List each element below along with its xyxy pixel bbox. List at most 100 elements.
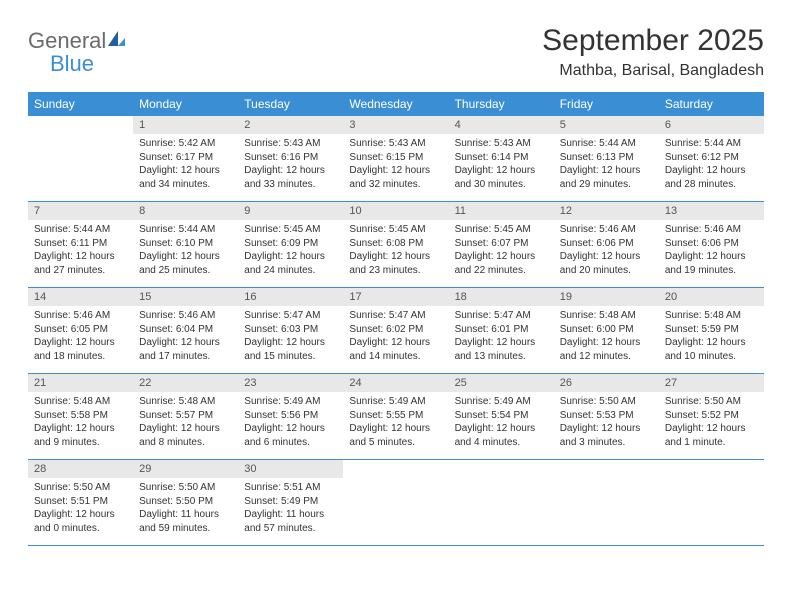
calendar-day: 16Sunrise: 5:47 AMSunset: 6:03 PMDayligh… xyxy=(238,288,343,374)
daylight: Daylight: 12 hours and 20 minutes. xyxy=(560,250,653,277)
calendar-day: 8Sunrise: 5:44 AMSunset: 6:10 PMDaylight… xyxy=(133,202,238,288)
calendar-day: 15Sunrise: 5:46 AMSunset: 6:04 PMDayligh… xyxy=(133,288,238,374)
day-content: Sunrise: 5:47 AMSunset: 6:02 PMDaylight:… xyxy=(343,306,448,373)
sunrise: Sunrise: 5:44 AM xyxy=(665,137,758,151)
sunrise: Sunrise: 5:47 AM xyxy=(349,309,442,323)
daylight: Daylight: 12 hours and 32 minutes. xyxy=(349,164,442,191)
sunset: Sunset: 6:11 PM xyxy=(34,237,127,251)
daylight: Daylight: 12 hours and 14 minutes. xyxy=(349,336,442,363)
sunset: Sunset: 6:16 PM xyxy=(244,151,337,165)
sunrise: Sunrise: 5:43 AM xyxy=(455,137,548,151)
day-number xyxy=(554,460,659,478)
calendar-day: 3Sunrise: 5:43 AMSunset: 6:15 PMDaylight… xyxy=(343,116,448,202)
daylight: Daylight: 12 hours and 25 minutes. xyxy=(139,250,232,277)
day-content: Sunrise: 5:44 AMSunset: 6:11 PMDaylight:… xyxy=(28,220,133,287)
calendar-head: SundayMondayTuesdayWednesdayThursdayFrid… xyxy=(28,92,764,116)
calendar-day: 23Sunrise: 5:49 AMSunset: 5:56 PMDayligh… xyxy=(238,374,343,460)
sunrise: Sunrise: 5:45 AM xyxy=(455,223,548,237)
daylight: Daylight: 12 hours and 24 minutes. xyxy=(244,250,337,277)
sunset: Sunset: 6:00 PM xyxy=(560,323,653,337)
day-number: 18 xyxy=(449,288,554,306)
daylight: Daylight: 12 hours and 18 minutes. xyxy=(34,336,127,363)
day-number: 1 xyxy=(133,116,238,134)
day-content xyxy=(659,478,764,538)
day-number: 6 xyxy=(659,116,764,134)
sunrise: Sunrise: 5:49 AM xyxy=(244,395,337,409)
day-content: Sunrise: 5:44 AMSunset: 6:12 PMDaylight:… xyxy=(659,134,764,201)
day-content: Sunrise: 5:45 AMSunset: 6:07 PMDaylight:… xyxy=(449,220,554,287)
day-number: 29 xyxy=(133,460,238,478)
calendar-week: 1Sunrise: 5:42 AMSunset: 6:17 PMDaylight… xyxy=(28,116,764,202)
month-title: September 2025 xyxy=(542,24,764,58)
day-content: Sunrise: 5:48 AMSunset: 5:59 PMDaylight:… xyxy=(659,306,764,373)
header: General Blue September 2025 Mathba, Bari… xyxy=(28,24,764,80)
sunset: Sunset: 6:09 PM xyxy=(244,237,337,251)
sunrise: Sunrise: 5:43 AM xyxy=(349,137,442,151)
calendar-day: 26Sunrise: 5:50 AMSunset: 5:53 PMDayligh… xyxy=(554,374,659,460)
sunrise: Sunrise: 5:47 AM xyxy=(455,309,548,323)
day-content: Sunrise: 5:44 AMSunset: 6:10 PMDaylight:… xyxy=(133,220,238,287)
day-content: Sunrise: 5:50 AMSunset: 5:51 PMDaylight:… xyxy=(28,478,133,545)
day-number xyxy=(659,460,764,478)
sunrise: Sunrise: 5:47 AM xyxy=(244,309,337,323)
sunrise: Sunrise: 5:49 AM xyxy=(455,395,548,409)
sunrise: Sunrise: 5:49 AM xyxy=(349,395,442,409)
sunset: Sunset: 5:59 PM xyxy=(665,323,758,337)
sunset: Sunset: 6:05 PM xyxy=(34,323,127,337)
sunset: Sunset: 6:10 PM xyxy=(139,237,232,251)
calendar-day: 30Sunrise: 5:51 AMSunset: 5:49 PMDayligh… xyxy=(238,460,343,546)
calendar-day: 28Sunrise: 5:50 AMSunset: 5:51 PMDayligh… xyxy=(28,460,133,546)
daylight: Daylight: 12 hours and 4 minutes. xyxy=(455,422,548,449)
weekday-header: Sunday xyxy=(28,92,133,116)
sunset: Sunset: 6:02 PM xyxy=(349,323,442,337)
day-content xyxy=(554,478,659,538)
day-number: 2 xyxy=(238,116,343,134)
calendar-day: 25Sunrise: 5:49 AMSunset: 5:54 PMDayligh… xyxy=(449,374,554,460)
sunrise: Sunrise: 5:50 AM xyxy=(139,481,232,495)
day-content: Sunrise: 5:43 AMSunset: 6:16 PMDaylight:… xyxy=(238,134,343,201)
sunset: Sunset: 5:50 PM xyxy=(139,495,232,509)
day-content: Sunrise: 5:50 AMSunset: 5:52 PMDaylight:… xyxy=(659,392,764,459)
sunrise: Sunrise: 5:50 AM xyxy=(560,395,653,409)
calendar-table: SundayMondayTuesdayWednesdayThursdayFrid… xyxy=(28,92,764,546)
calendar-day: 12Sunrise: 5:46 AMSunset: 6:06 PMDayligh… xyxy=(554,202,659,288)
sunset: Sunset: 6:07 PM xyxy=(455,237,548,251)
day-number: 12 xyxy=(554,202,659,220)
daylight: Daylight: 12 hours and 28 minutes. xyxy=(665,164,758,191)
day-number: 28 xyxy=(28,460,133,478)
calendar-week: 21Sunrise: 5:48 AMSunset: 5:58 PMDayligh… xyxy=(28,374,764,460)
daylight: Daylight: 12 hours and 3 minutes. xyxy=(560,422,653,449)
day-content: Sunrise: 5:45 AMSunset: 6:08 PMDaylight:… xyxy=(343,220,448,287)
calendar-day: 1Sunrise: 5:42 AMSunset: 6:17 PMDaylight… xyxy=(133,116,238,202)
day-number: 27 xyxy=(659,374,764,392)
sunrise: Sunrise: 5:48 AM xyxy=(34,395,127,409)
sunset: Sunset: 6:06 PM xyxy=(560,237,653,251)
sunrise: Sunrise: 5:50 AM xyxy=(34,481,127,495)
calendar-day: 6Sunrise: 5:44 AMSunset: 6:12 PMDaylight… xyxy=(659,116,764,202)
day-content: Sunrise: 5:43 AMSunset: 6:15 PMDaylight:… xyxy=(343,134,448,201)
day-number: 24 xyxy=(343,374,448,392)
day-number: 19 xyxy=(554,288,659,306)
calendar-day: 14Sunrise: 5:46 AMSunset: 6:05 PMDayligh… xyxy=(28,288,133,374)
calendar-day: 2Sunrise: 5:43 AMSunset: 6:16 PMDaylight… xyxy=(238,116,343,202)
daylight: Daylight: 11 hours and 59 minutes. xyxy=(139,508,232,535)
location: Mathba, Barisal, Bangladesh xyxy=(542,62,764,80)
weekday-header: Wednesday xyxy=(343,92,448,116)
logo-blue: Blue xyxy=(50,51,94,76)
daylight: Daylight: 12 hours and 29 minutes. xyxy=(560,164,653,191)
calendar-day: 5Sunrise: 5:44 AMSunset: 6:13 PMDaylight… xyxy=(554,116,659,202)
daylight: Daylight: 12 hours and 6 minutes. xyxy=(244,422,337,449)
day-number: 30 xyxy=(238,460,343,478)
day-number: 7 xyxy=(28,202,133,220)
sunrise: Sunrise: 5:50 AM xyxy=(665,395,758,409)
calendar-day-empty xyxy=(449,460,554,546)
day-content: Sunrise: 5:49 AMSunset: 5:54 PMDaylight:… xyxy=(449,392,554,459)
weekday-header: Thursday xyxy=(449,92,554,116)
sunset: Sunset: 5:53 PM xyxy=(560,409,653,423)
calendar-day: 7Sunrise: 5:44 AMSunset: 6:11 PMDaylight… xyxy=(28,202,133,288)
weekday-row: SundayMondayTuesdayWednesdayThursdayFrid… xyxy=(28,92,764,116)
daylight: Daylight: 11 hours and 57 minutes. xyxy=(244,508,337,535)
sunrise: Sunrise: 5:46 AM xyxy=(665,223,758,237)
day-number: 11 xyxy=(449,202,554,220)
day-content: Sunrise: 5:47 AMSunset: 6:03 PMDaylight:… xyxy=(238,306,343,373)
